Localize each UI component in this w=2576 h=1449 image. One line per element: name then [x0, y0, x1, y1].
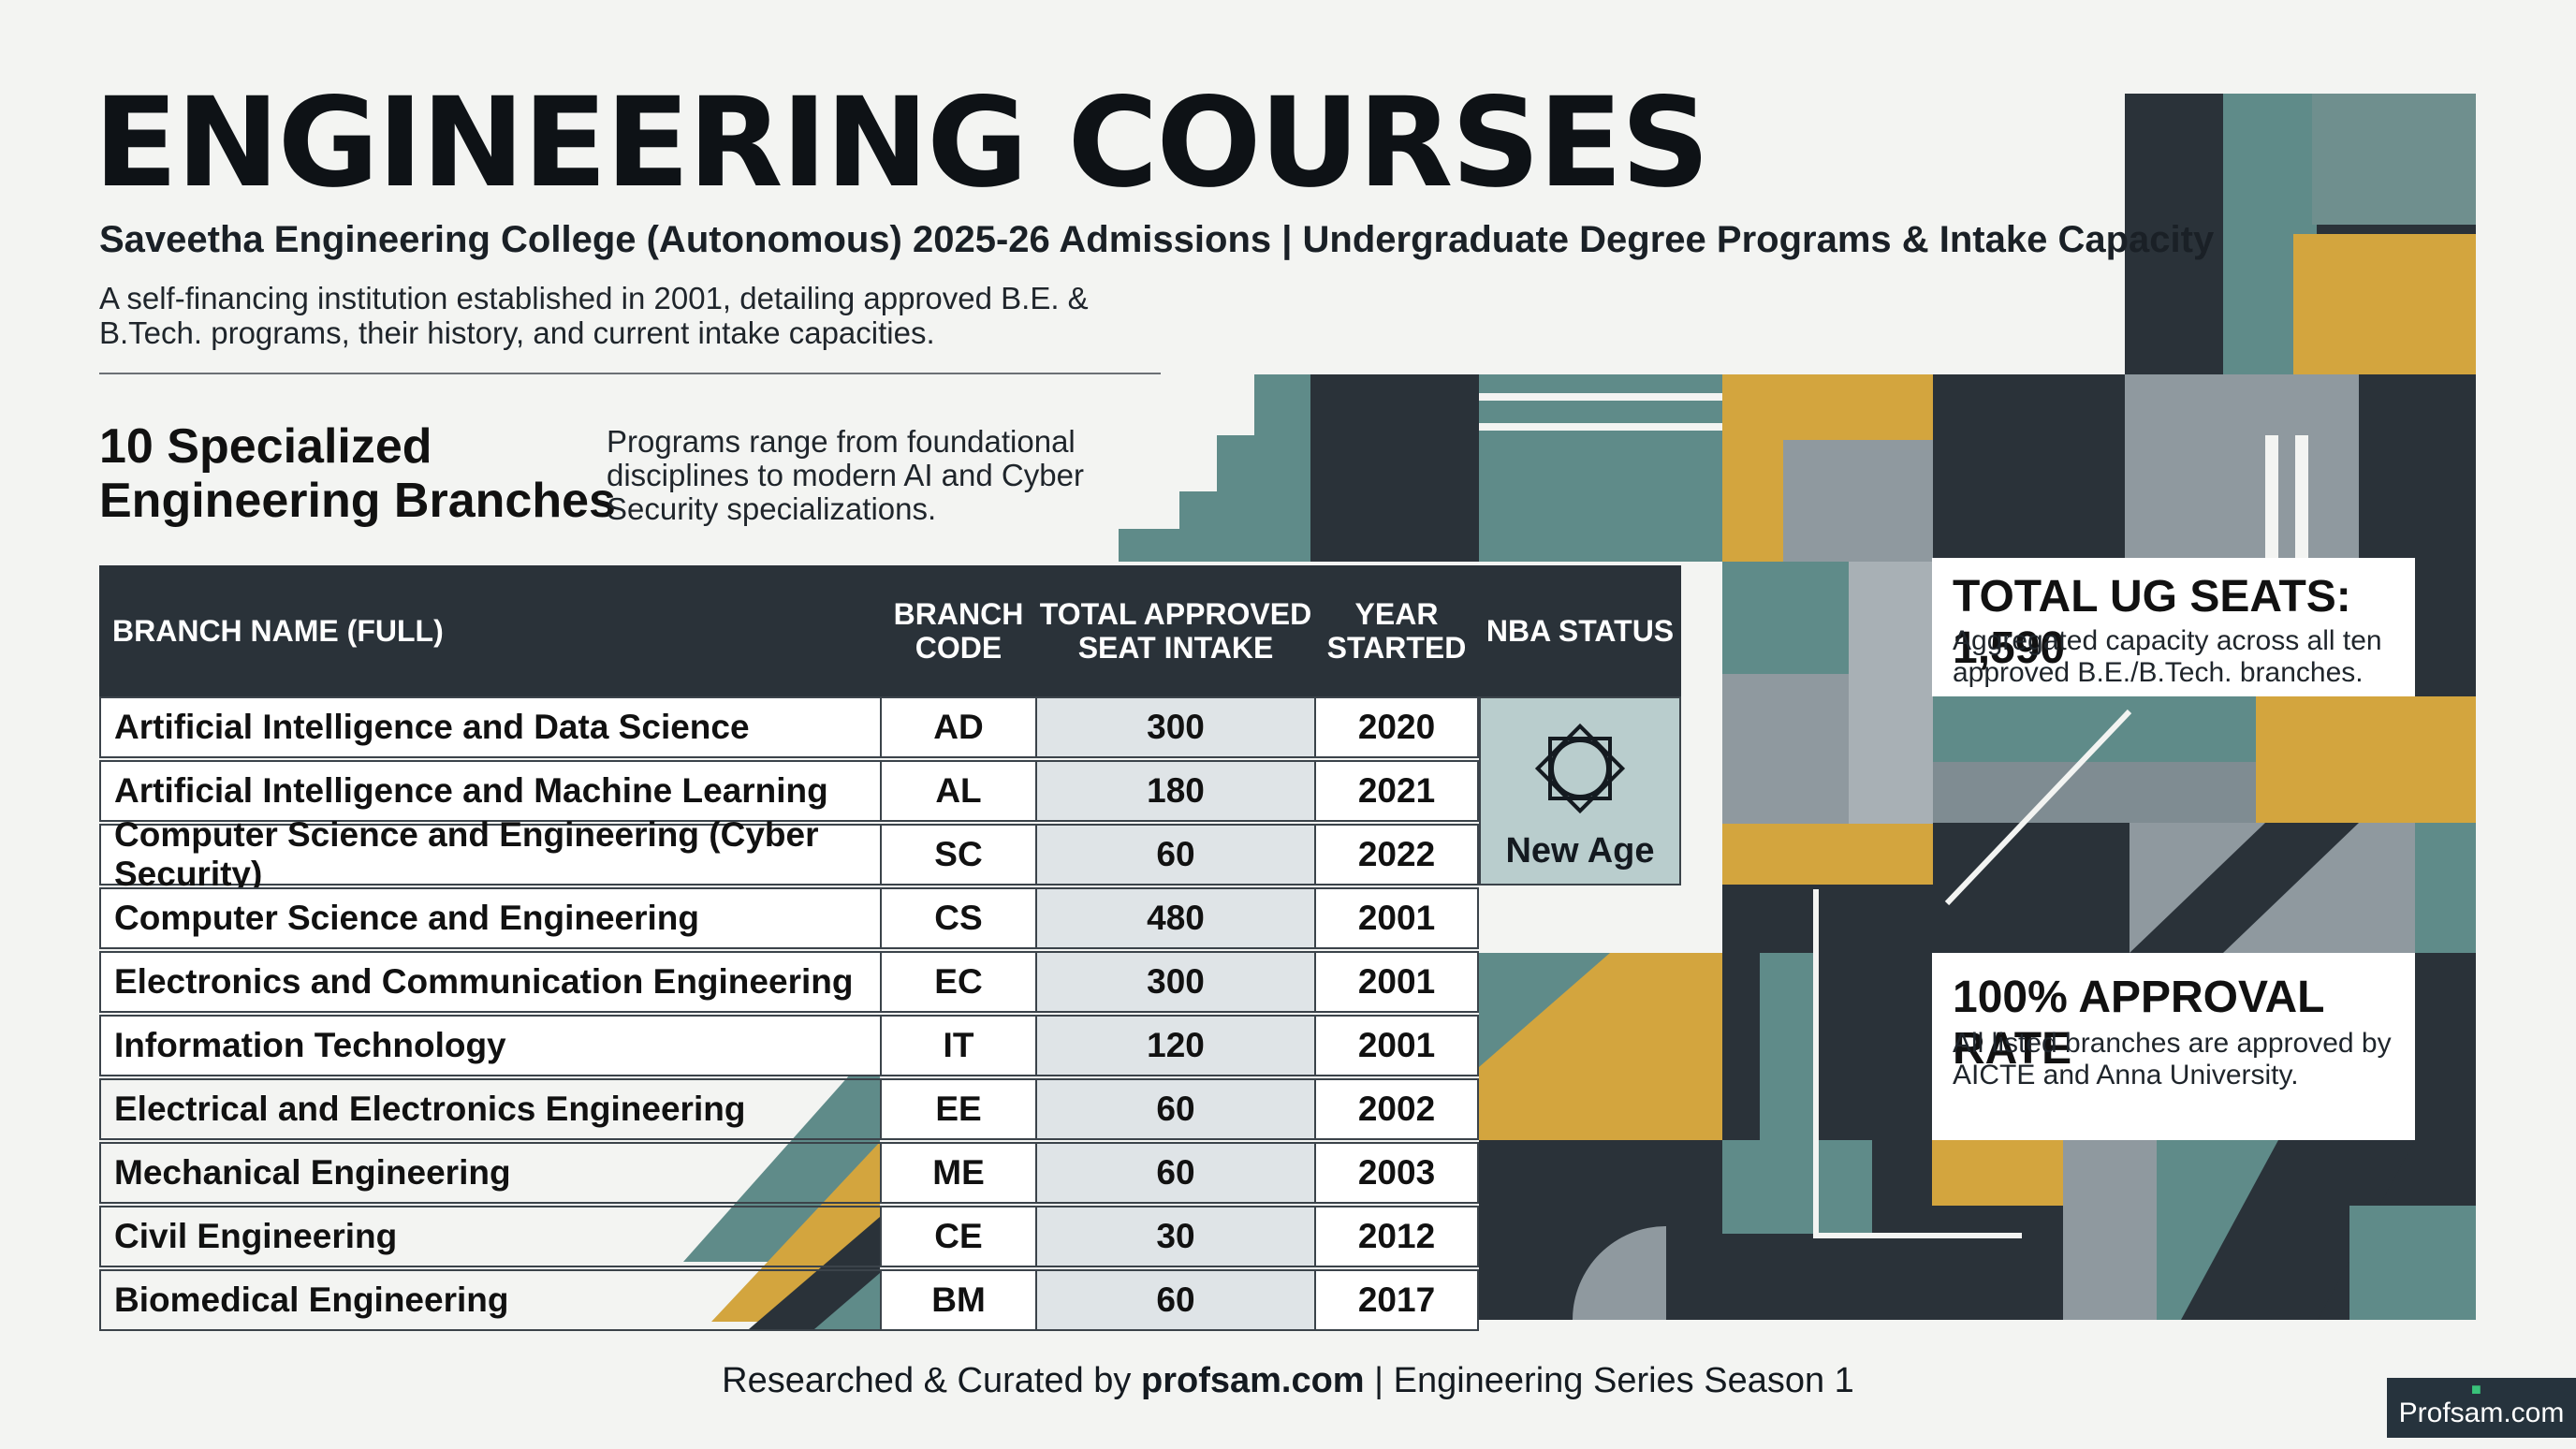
cell-seat-intake: 60: [1035, 1078, 1316, 1140]
page-description: A self-financing institution established…: [99, 281, 1089, 350]
cell-branch-code: IT: [880, 1015, 1037, 1076]
cell-year-started: 2003: [1314, 1142, 1479, 1204]
table-body: Artificial Intelligence and Data Science…: [99, 696, 1681, 1333]
col-header-year-line1: YEAR: [1354, 597, 1439, 631]
cell-seat-intake: 60: [1035, 824, 1316, 886]
table-row: Artificial Intelligence and Machine Lear…: [99, 760, 1681, 824]
col-header-branch-name: BRANCH NAME (FULL): [112, 614, 444, 648]
cell-branch-code: EC: [880, 951, 1037, 1013]
cell-seat-intake: 180: [1035, 760, 1316, 822]
table-row: Biomedical Engineering BM 60 2017: [99, 1269, 1681, 1333]
cell-year-started: 2001: [1314, 887, 1479, 949]
table-row: Civil Engineering CE 30 2012: [99, 1206, 1681, 1269]
col-header-code-line2: CODE: [915, 631, 1003, 665]
cell-year-started: 2020: [1314, 696, 1479, 758]
col-header-branch-code: BRANCH CODE: [880, 565, 1037, 696]
cell-branch-name: Mechanical Engineering: [99, 1142, 882, 1204]
col-header-code-line1: BRANCH: [893, 597, 1024, 631]
header-divider: [99, 373, 1161, 374]
table-header: BRANCH NAME (FULL) BRANCH CODE TOTAL APPR…: [99, 565, 1681, 696]
cell-seat-intake: 300: [1035, 951, 1316, 1013]
cell-branch-code: EE: [880, 1078, 1037, 1140]
cell-seat-intake: 60: [1035, 1269, 1316, 1331]
cell-year-started: 2017: [1314, 1269, 1479, 1331]
page-title: ENGINEERING COURSES: [94, 71, 1710, 215]
table-row: Electronics and Communication Engineerin…: [99, 951, 1681, 1015]
table-row: Computer Science and Engineering CS 480 …: [99, 887, 1681, 951]
cell-branch-name: Artificial Intelligence and Machine Lear…: [99, 760, 882, 822]
col-header-seats-line1: TOTAL APPROVED: [1039, 597, 1312, 631]
cell-year-started: 2021: [1314, 760, 1479, 822]
cell-branch-code: AL: [880, 760, 1037, 822]
cell-branch-code: BM: [880, 1269, 1037, 1331]
brand-label: Profsam.com: [2398, 1398, 2565, 1428]
footer-prefix: Researched & Curated by: [722, 1361, 1141, 1400]
footer-site-link[interactable]: profsam.com: [1140, 1361, 1365, 1400]
page-subtitle: Saveetha Engineering College (Autonomous…: [99, 219, 2215, 260]
cell-year-started: 2001: [1314, 951, 1479, 1013]
cell-branch-code: CE: [880, 1206, 1037, 1267]
cell-branch-name: Computer Science and Engineering: [99, 887, 882, 949]
cell-seat-intake: 60: [1035, 1142, 1316, 1204]
cell-branch-name: Computer Science and Engineering (Cyber …: [99, 815, 882, 893]
cell-seat-intake: 30: [1035, 1206, 1316, 1267]
table-row: Mechanical Engineering ME 60 2003: [99, 1142, 1681, 1206]
total-seats-card: TOTAL UG SEATS: 1,590 Aggregated capacit…: [1932, 558, 2415, 696]
cell-branch-name: Civil Engineering: [99, 1206, 882, 1267]
cell-branch-name: Information Technology: [99, 1015, 882, 1076]
col-header-seat-intake: TOTAL APPROVED SEAT INTAKE: [1035, 565, 1316, 696]
approval-rate-card: 100% APPROVAL RATE All listed branches a…: [1932, 953, 2415, 1140]
approval-rate-text: All listed branches are approved by AICT…: [1953, 1028, 2392, 1090]
cell-year-started: 2001: [1314, 1015, 1479, 1076]
col-header-year-started: YEAR STARTED: [1314, 565, 1479, 696]
nba-status-badge: New Age: [1479, 696, 1681, 886]
footer-credit: Researched & Curated by profsam.com | En…: [0, 1361, 2576, 1401]
cell-branch-name: Artificial Intelligence and Data Science: [99, 696, 882, 758]
cell-year-started: 2002: [1314, 1078, 1479, 1140]
branches-title-line1: 10 Specialized: [99, 419, 432, 474]
col-header-nba-status: NBA STATUS: [1486, 614, 1675, 648]
star-badge-icon: [1534, 723, 1626, 814]
cell-year-started: 2022: [1314, 824, 1479, 886]
cell-branch-name: Electrical and Electronics Engineering: [99, 1078, 882, 1140]
branches-title-line2: Engineering Branches: [99, 474, 616, 528]
table-row: Information Technology IT 120 2001: [99, 1015, 1681, 1078]
cell-branch-code: CS: [880, 887, 1037, 949]
branches-section-title: 10 Specialized Engineering Branches: [99, 419, 616, 528]
robot-icon: ■: [2471, 1380, 2481, 1398]
footer-suffix: | Engineering Series Season 1: [1364, 1361, 1854, 1400]
cell-branch-code: AD: [880, 696, 1037, 758]
table-row: Computer Science and Engineering (Cyber …: [99, 815, 1681, 893]
cell-branch-name: Electronics and Communication Engineerin…: [99, 951, 882, 1013]
cell-seat-intake: 480: [1035, 887, 1316, 949]
nba-status-label: New Age: [1505, 831, 1655, 871]
total-seats-text: Aggregated capacity across all ten appro…: [1953, 625, 2382, 688]
table-row: Electrical and Electronics Engineering E…: [99, 1078, 1681, 1142]
cell-seat-intake: 120: [1035, 1015, 1316, 1076]
cell-year-started: 2012: [1314, 1206, 1479, 1267]
col-header-year-line2: STARTED: [1326, 631, 1467, 665]
cell-branch-code: ME: [880, 1142, 1037, 1204]
cell-branch-code: SC: [880, 824, 1037, 886]
total-seats-title: TOTAL UG SEATS: 1,590: [1953, 572, 2351, 673]
courses-table: BRANCH NAME (FULL) BRANCH CODE TOTAL APPR…: [99, 565, 1681, 1333]
cell-seat-intake: 300: [1035, 696, 1316, 758]
cell-branch-name: Biomedical Engineering: [99, 1269, 882, 1331]
table-row: Artificial Intelligence and Data Science…: [99, 696, 1681, 760]
approval-rate-title: 100% APPROVAL RATE: [1953, 973, 2324, 1074]
brand-badge[interactable]: ■ Profsam.com: [2387, 1378, 2576, 1438]
branches-section-description: Programs range from foundational discipl…: [607, 424, 1084, 526]
col-header-seats-line2: SEAT INTAKE: [1077, 631, 1274, 665]
